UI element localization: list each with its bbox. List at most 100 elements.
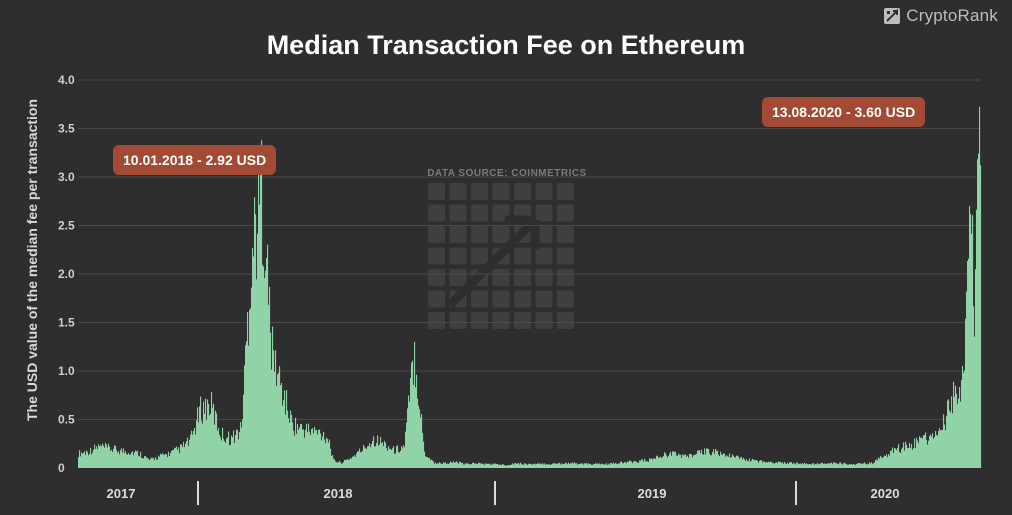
series-bar: [601, 464, 603, 468]
series-bar: [486, 463, 488, 468]
series-bar: [858, 462, 860, 468]
series-bar: [203, 401, 205, 468]
series-bar: [768, 461, 770, 468]
series-bar: [713, 449, 715, 468]
series-bar: [140, 451, 142, 468]
series-bar: [91, 454, 93, 468]
series-bar: [81, 452, 83, 468]
series-bar: [834, 462, 836, 468]
series-bar: [316, 429, 318, 468]
series-bar: [690, 454, 692, 468]
series-bar: [547, 464, 549, 468]
series-bar: [510, 464, 512, 468]
series-bar: [877, 460, 879, 468]
series-bar: [391, 450, 393, 468]
series-bar: [851, 463, 853, 468]
series-bar: [151, 457, 153, 468]
series-bar: [625, 462, 627, 468]
series-bar: [119, 454, 121, 468]
series-bar: [467, 463, 469, 468]
series-bar: [612, 464, 614, 468]
series-bar: [405, 431, 407, 468]
series-bar: [485, 463, 487, 468]
series-bar: [969, 206, 971, 469]
series-bar: [381, 443, 383, 468]
series-bar: [584, 463, 586, 468]
series-bar: [106, 444, 108, 468]
series-bar: [375, 446, 377, 468]
watermark-cell: [449, 226, 467, 243]
series-bar: [274, 371, 276, 468]
series-bar: [883, 456, 885, 468]
series-bar: [921, 437, 923, 468]
series-bar: [438, 463, 440, 468]
series-bar: [693, 455, 695, 468]
series-bar: [701, 449, 703, 468]
series-bar: [644, 458, 646, 468]
series-bar: [837, 463, 839, 468]
series-bar: [942, 429, 944, 468]
series-bar: [726, 455, 728, 468]
series-bar: [908, 447, 910, 468]
series-bar: [84, 451, 86, 468]
series-bar: [641, 459, 643, 468]
series-bar: [869, 462, 871, 468]
series-bar: [589, 463, 591, 468]
series-bar: [716, 450, 718, 468]
y-tick-label: 1.5: [58, 316, 75, 330]
series-bar: [107, 447, 109, 468]
series-bar: [734, 457, 736, 468]
series-bar: [635, 461, 637, 468]
series-bar: [156, 459, 158, 468]
series-bar: [314, 426, 316, 468]
series-bar: [384, 440, 386, 468]
series-bar: [555, 463, 557, 468]
series-bar: [205, 398, 207, 468]
series-bar: [378, 445, 380, 468]
watermark-cell: [492, 312, 510, 329]
series-bar: [256, 279, 258, 468]
series-bar: [764, 461, 766, 468]
series-bar: [545, 465, 547, 468]
series-bar: [410, 378, 412, 468]
watermark-cell: [514, 183, 531, 200]
series-bar: [512, 463, 514, 468]
series-bar: [785, 463, 787, 468]
series-bar: [821, 462, 823, 468]
series-bar: [285, 414, 287, 468]
series-bar: [842, 464, 844, 468]
series-bar: [746, 459, 748, 468]
series-bar: [735, 457, 737, 468]
series-bars: [78, 106, 982, 469]
series-bar: [796, 462, 798, 468]
series-bar: [332, 454, 334, 468]
series-bar: [707, 448, 709, 468]
series-bar: [292, 422, 294, 468]
series-bar: [653, 458, 655, 468]
series-bar: [543, 464, 545, 468]
series-bar: [919, 436, 921, 468]
series-bar: [221, 440, 223, 468]
watermark-cell: [492, 183, 510, 200]
series-bar: [909, 442, 911, 468]
series-bar: [387, 450, 389, 468]
series-bar: [290, 410, 292, 468]
series-bar: [671, 455, 673, 468]
series-bar: [616, 463, 618, 468]
cryptorank-logo-icon: [884, 8, 901, 24]
series-bar: [664, 452, 666, 468]
series-bar: [699, 450, 701, 468]
series-bar: [475, 463, 477, 468]
series-bar: [560, 464, 562, 468]
series-bar: [907, 448, 909, 468]
series-bar: [429, 457, 431, 468]
watermark-cell: [557, 290, 574, 308]
series-bar: [238, 439, 240, 468]
series-bar: [364, 447, 366, 468]
series-bar: [370, 447, 372, 468]
series-bar: [977, 159, 979, 469]
series-bar: [732, 454, 734, 468]
series-bar: [342, 463, 344, 468]
series-bar: [822, 462, 824, 468]
series-bar: [99, 446, 101, 468]
